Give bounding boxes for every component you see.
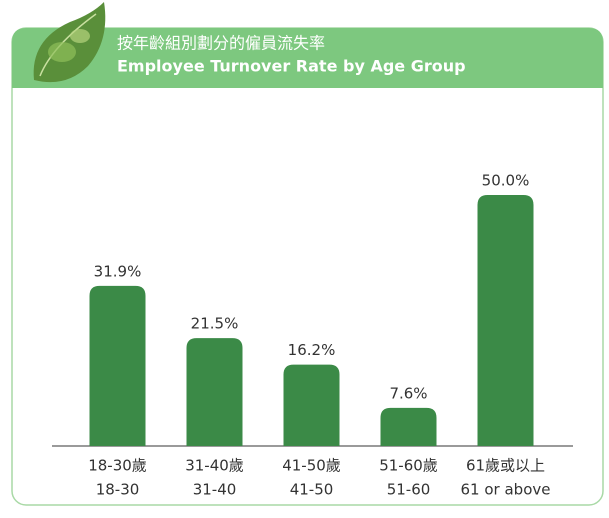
x-tick-label: 18-30 bbox=[96, 481, 140, 499]
bar bbox=[90, 286, 146, 446]
value-label: 21.5% bbox=[191, 315, 239, 333]
bar bbox=[284, 365, 340, 446]
x-tick-label: 61歲或以上 bbox=[466, 457, 545, 475]
value-label: 50.0% bbox=[482, 172, 530, 190]
x-tick-label: 18-30歲 bbox=[88, 457, 147, 475]
x-tick-label: 31-40 bbox=[193, 481, 237, 499]
bar bbox=[478, 195, 534, 446]
x-tick-label: 31-40歲 bbox=[185, 457, 244, 475]
x-tick-label: 41-50歲 bbox=[282, 457, 341, 475]
chart-title: 按年齡組別劃分的僱員流失率 bbox=[117, 34, 325, 53]
x-tick-label: 51-60 bbox=[387, 481, 431, 499]
bar bbox=[187, 338, 243, 446]
x-tick-label: 61 or above bbox=[461, 481, 551, 499]
bar bbox=[381, 408, 437, 446]
chart-subtitle: Employee Turnover Rate by Age Group bbox=[117, 57, 466, 76]
value-label: 7.6% bbox=[389, 384, 427, 402]
x-tick-label: 41-50 bbox=[290, 481, 334, 499]
x-tick-label: 51-60歲 bbox=[379, 457, 438, 475]
chart: 按年齡組別劃分的僱員流失率 Employee Turnover Rate by … bbox=[0, 0, 609, 514]
value-label: 31.9% bbox=[94, 262, 142, 280]
value-label: 16.2% bbox=[288, 341, 336, 359]
